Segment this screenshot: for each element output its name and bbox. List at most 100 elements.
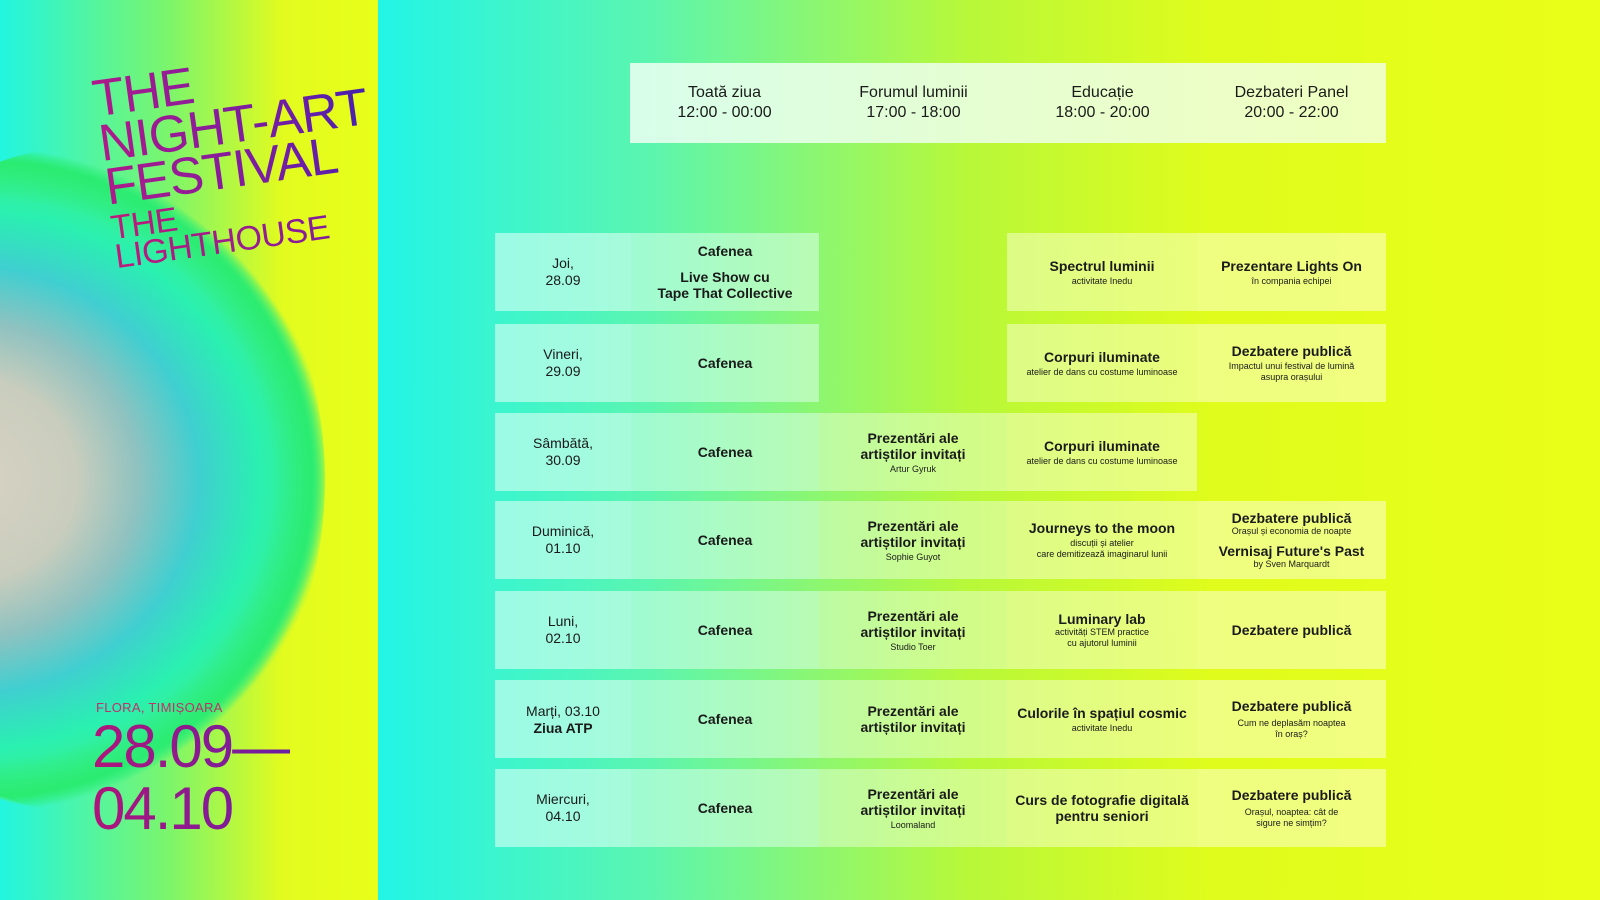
schedule-day: Vineri, 29.09 [495, 324, 631, 402]
schedule-event: Dezbatere publică Cum ne deplasăm noapte… [1197, 680, 1386, 758]
event-title: Prezentări ale [867, 607, 959, 624]
event-title: Prezentări ale [867, 517, 959, 534]
schedule-event: Cafenea Live Show cu Tape That Collectiv… [631, 233, 819, 311]
day-extra: Ziua ATP [533, 719, 593, 736]
day-date: 28.09 [545, 272, 581, 288]
event-subtitle: activități STEM practice [1054, 627, 1150, 637]
date-end: 04.10 [92, 775, 233, 842]
day-name: Joi, [552, 255, 574, 271]
schedule-event: Luminary lab activități STEM practice cu… [1007, 591, 1197, 669]
column-header: Dezbateri Panel 20:00 - 22:00 [1197, 63, 1386, 143]
schedule-event: Dezbatere publică Impactul unui festival… [1197, 324, 1386, 402]
schedule-day: Joi, 28.09 [495, 233, 631, 311]
event-title: Prezentări ale [867, 703, 959, 719]
column-header: Forumul luminii 17:00 - 18:00 [819, 63, 1008, 143]
event-subtitle: Orașul, noaptea: cât de [1244, 807, 1339, 817]
event-subtitle: cu ajutorul luminii [1067, 638, 1137, 648]
event-title: Journeys to the moon [1028, 520, 1176, 536]
column-name: Toată ziua [688, 84, 761, 101]
event-subtitle: sigure ne simțim? [1256, 818, 1327, 828]
event-title: Cafenea [697, 444, 753, 460]
schedule-event: Corpuri iluminate atelier de dans cu cos… [1007, 413, 1197, 491]
event-subtitle: în oraș? [1275, 729, 1308, 739]
event-title: Prezentare Lights On [1221, 257, 1362, 274]
schedule-event: Corpuri iluminate atelier de dans cu cos… [1007, 324, 1197, 402]
schedule-event: Spectrul luminii activitate Inedu [1007, 233, 1197, 311]
schedule-event: Cafenea [631, 501, 819, 579]
event-subtitle: Impactul unui festival de lumină [1228, 361, 1355, 371]
event-subtitle: atelier de dans cu costume luminoase [1026, 366, 1178, 377]
event-title: Cafenea [697, 622, 753, 638]
event-subtitle: Loomaland [890, 819, 936, 830]
schedule-event: Cafenea [631, 324, 819, 402]
day-name: Marți, 03.10 [526, 702, 600, 719]
schedule-event: Culorile în spațiul cosmic activitate In… [1007, 680, 1197, 758]
day-name: Luni, [547, 613, 579, 629]
schedule-event: Prezentări ale artiștilor invitați [819, 680, 1007, 758]
event-title: artiștilor invitați [860, 719, 966, 735]
event-subtitle: care demitizează imaginarul lunii [1036, 549, 1168, 559]
schedule-event: Dezbatere publică Orașul, noaptea: cât d… [1197, 769, 1386, 847]
event-title: Prezentări ale [867, 429, 959, 446]
event-title: artiștilor invitați [860, 801, 966, 818]
event-title: Luminary lab [1058, 611, 1146, 627]
event-subtitle: Sophie Guyot [885, 551, 941, 562]
event-title: Cafenea [697, 711, 753, 727]
event-subtitle: Studio Toer [890, 641, 936, 652]
schedule-day: Luni, 02.10 [495, 591, 631, 669]
event-title: artiștilor invitați [860, 533, 966, 550]
column-name: Forumul luminii [859, 84, 968, 101]
column-time: 12:00 - 00:00 [677, 104, 772, 121]
event-subtitle: în compania echipei [1251, 275, 1332, 286]
event-title: Dezbatere publică [1231, 698, 1352, 714]
schedule-event: Prezentare Lights On în compania echipei [1197, 233, 1386, 311]
event-title: artiștilor invitați [860, 445, 966, 462]
schedule-event: Curs de fotografie digitală pentru senio… [1007, 769, 1197, 847]
event-title: Culorile în spațiul cosmic [1017, 704, 1187, 721]
event-title: pentru seniori [1055, 808, 1149, 824]
event-title: Cafenea [697, 243, 753, 259]
day-date: 29.09 [545, 363, 581, 379]
column-name: Educație [1071, 84, 1134, 101]
day-name: Sâmbătă, [533, 435, 593, 451]
event-title: Dezbatere publică [1231, 622, 1352, 638]
event-title: Cafenea [697, 355, 753, 371]
schedule-day: Miercuri, 04.10 [495, 769, 631, 847]
schedule-event: Prezentări ale artiștilor invitați Sophi… [819, 501, 1007, 579]
day-date: 01.10 [545, 540, 581, 556]
day-date: 04.10 [545, 808, 581, 824]
event-subtitle: activitate Inedu [1071, 275, 1133, 286]
event-subtitle: asupra orașului [1260, 372, 1323, 382]
schedule-day: Sâmbătă, 30.09 [495, 413, 631, 491]
column-time: 20:00 - 22:00 [1244, 104, 1339, 121]
day-date: 02.10 [545, 630, 581, 646]
column-header: Educație 18:00 - 20:00 [1008, 63, 1197, 143]
event-subtitle: discuții și atelier [1070, 538, 1134, 548]
column-name: Dezbateri Panel [1234, 84, 1349, 101]
event-title: Prezentări ale [867, 785, 959, 802]
schedule-event: Cafenea [631, 680, 819, 758]
event-title: Dezbatere publică [1231, 787, 1352, 803]
schedule-event: Dezbatere publică Orașul și economia de … [1197, 501, 1386, 579]
schedule-event: Prezentări ale artiștilor invitați Artur… [819, 413, 1007, 491]
schedule-event: Dezbatere publică [1197, 591, 1386, 669]
schedule-day: Marți, 03.10 Ziua ATP [495, 680, 631, 758]
event-title: Vernisaj Future's Past [1218, 543, 1365, 559]
event-title: Dezbatere publică [1231, 510, 1352, 526]
event-title: Tape That Collective [657, 285, 793, 301]
day-name: Duminică, [531, 523, 595, 539]
event-title: artiștilor invitați [860, 623, 966, 640]
schedule-event: Cafenea [631, 769, 819, 847]
day-name: Miercuri, [536, 791, 590, 807]
column-time: 18:00 - 20:00 [1055, 104, 1150, 121]
poster-panel: THE NIGHT-ART FESTIVAL THE LIGHTHOUSE FL… [0, 0, 378, 900]
event-title: Cafenea [697, 532, 753, 548]
event-title: Cafenea [697, 800, 753, 816]
event-subtitle: activitate Inedu [1071, 722, 1133, 733]
day-date: 30.09 [545, 452, 581, 468]
day-name: Vineri, [543, 346, 583, 362]
column-header: Toată ziua 12:00 - 00:00 [630, 63, 819, 143]
festival-title: THE NIGHT-ART FESTIVAL THE LIGHTHOUSE [89, 38, 378, 276]
column-time: 17:00 - 18:00 [866, 104, 961, 121]
event-title: Corpuri iluminate [1044, 348, 1160, 365]
